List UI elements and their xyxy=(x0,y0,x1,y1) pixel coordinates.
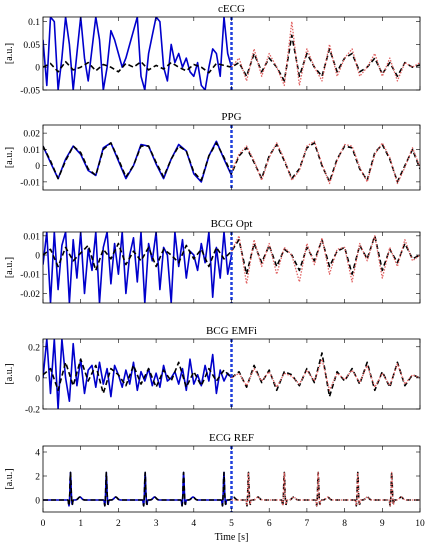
panel-title: ECG REF xyxy=(209,432,254,444)
y-tick-label: 0.01 xyxy=(23,146,40,156)
y-axis-label: [a.u.] xyxy=(4,363,15,384)
x-tick-label: 1 xyxy=(78,519,83,529)
panel-1: PPG [a.u.] -0.01 0 0.01 0.02 xyxy=(4,111,421,191)
y-tick-label: 0.01 xyxy=(23,232,40,242)
panel-3: BCG EMFi [a.u.] -0.2 0 0.2 xyxy=(4,325,421,416)
series-line-measured xyxy=(43,17,233,90)
y-tick-label: -0.01 xyxy=(20,178,40,188)
series-line-estimate xyxy=(230,235,420,285)
series-line-estimate xyxy=(231,471,420,507)
y-tick-label: 0 xyxy=(35,64,40,74)
y-tick-label: -0.01 xyxy=(20,271,40,281)
y-tick-label: -0.05 xyxy=(20,87,40,97)
series-line-measured xyxy=(43,471,233,507)
x-axis-label: Time [s] xyxy=(215,532,249,543)
panel-0: cECG [a.u.] -0.05 0 0.05 0.1 xyxy=(4,3,421,97)
y-tick-label: 0 xyxy=(35,374,40,384)
series-line-measured xyxy=(43,140,233,183)
y-tick-label: 0.05 xyxy=(23,41,40,51)
x-tick-label: 6 xyxy=(267,519,272,529)
y-axis-label: [a.u.] xyxy=(4,147,15,168)
y-tick-label: 0 xyxy=(35,162,40,172)
x-tick-label: 8 xyxy=(342,519,347,529)
series-line-measured xyxy=(43,339,233,409)
panel-title: BCG Opt xyxy=(211,218,253,230)
panel-4: ECG REF [a.u.] 0 2 4 0 1 2 3 4 5 6 7 8 9 10 Time [s] xyxy=(4,432,425,543)
x-tick-label: 0 xyxy=(41,519,46,529)
x-tick-label: 2 xyxy=(116,519,121,529)
x-tick-label: 7 xyxy=(305,519,310,529)
x-tick-label: 3 xyxy=(154,519,159,529)
y-axis-label: [a.u.] xyxy=(4,468,15,489)
y-tick-label: 4 xyxy=(35,449,40,459)
y-tick-label: -0.02 xyxy=(20,290,40,300)
x-tick-label: 5 xyxy=(229,519,234,529)
panel-title: PPG xyxy=(221,111,241,123)
panel-title: cECG xyxy=(218,3,245,15)
y-tick-label: 0 xyxy=(35,497,40,507)
y-tick-label: 0 xyxy=(35,252,40,262)
y-axis-label: [a.u.] xyxy=(4,43,15,64)
y-tick-label: 0.02 xyxy=(23,130,40,140)
series-line-estimate xyxy=(230,140,420,185)
y-tick-label: -0.2 xyxy=(25,406,40,416)
series-line-measured xyxy=(43,232,233,303)
y-tick-label: 0.2 xyxy=(28,343,40,353)
series-line-reference xyxy=(43,235,420,275)
y-tick-label: 2 xyxy=(35,473,40,483)
x-tick-label: 4 xyxy=(191,519,196,529)
x-tick-label: 10 xyxy=(415,519,425,529)
panel-title: BCG EMFi xyxy=(206,325,257,337)
x-tick-label: 9 xyxy=(380,519,385,529)
panel-2: BCG Opt [a.u.] -0.02 -0.01 0 0.01 xyxy=(4,218,421,304)
series-line-estimate xyxy=(230,20,420,87)
y-tick-label: 0.1 xyxy=(28,18,40,28)
y-axis-label: [a.u.] xyxy=(4,257,15,278)
